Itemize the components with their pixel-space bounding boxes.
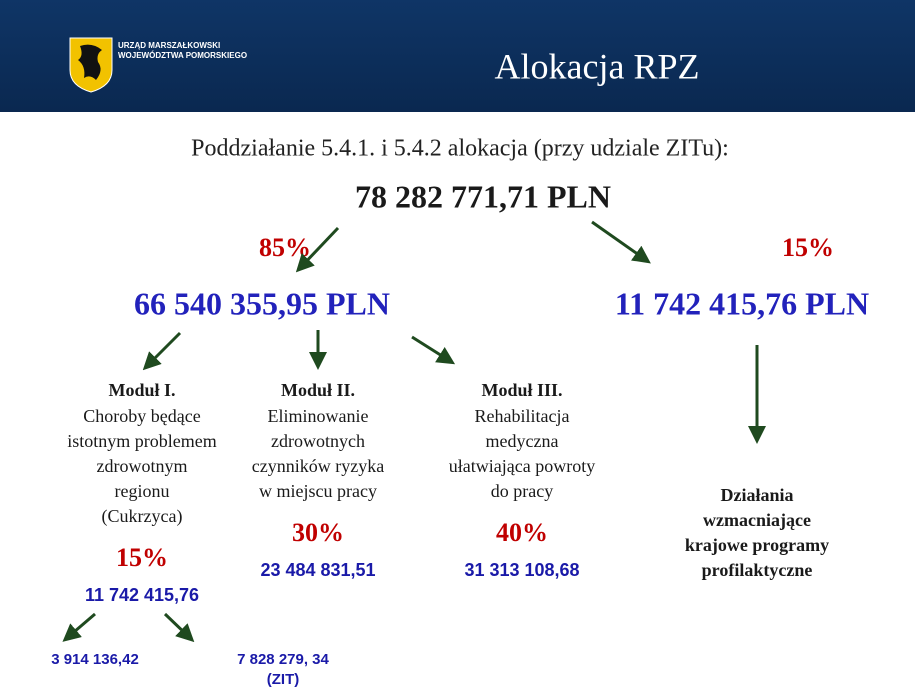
module-text: regionu [115, 481, 170, 501]
module-text: ułatwiająca powroty [449, 456, 595, 476]
amount: 11 742 415,76 [85, 585, 199, 605]
percent: 85% [259, 233, 311, 262]
module-title: Moduł III. [481, 380, 562, 400]
amount: 11 742 415,76 PLN [615, 285, 869, 321]
description: profilaktyczne [702, 560, 813, 580]
percent: 30% [292, 518, 344, 547]
module-text: zdrowotnym [97, 456, 188, 476]
module-text: medyczna [486, 431, 559, 451]
module-text: (Cukrzyca) [102, 506, 183, 527]
module-text: istotnym problemem [67, 431, 216, 451]
description: Działania [720, 485, 793, 505]
module-text: Choroby będące [83, 406, 200, 426]
slide-title: Alokacja RPZ [495, 46, 700, 86]
module-text: Eliminowanie [268, 406, 369, 426]
module-text: do pracy [491, 481, 553, 501]
sub-amount: (ZIT) [267, 671, 299, 688]
module-title: Moduł I. [108, 380, 175, 400]
org-name: WOJEWÓDZTWA POMORSKIEGO [118, 51, 247, 60]
description: wzmacniające [703, 510, 811, 530]
logo [69, 37, 113, 93]
module-text: Rehabilitacja [475, 406, 570, 426]
percent: 15% [782, 233, 834, 262]
amount: 66 540 355,95 PLN [134, 285, 390, 321]
percent: 40% [496, 518, 548, 547]
amount: 31 313 108,68 [464, 560, 579, 580]
module-title: Moduł II. [281, 380, 355, 400]
sub-amount: 3 914 136,42 [51, 651, 139, 668]
total: 78 282 771,71 PLN [355, 178, 611, 214]
sub-amount: 7 828 279, 34 [237, 651, 329, 668]
subtitle: Poddziałanie 5.4.1. i 5.4.2 alokacja (pr… [191, 136, 729, 162]
amount: 23 484 831,51 [260, 560, 375, 580]
org-name: URZĄD MARSZAŁKOWSKI [118, 41, 220, 50]
percent: 15% [116, 543, 168, 572]
module-text: zdrowotnych [271, 431, 365, 451]
arrows [62, 220, 766, 643]
module-text: w miejscu pracy [259, 481, 377, 501]
description: krajowe programy [685, 535, 829, 555]
header-band [0, 0, 915, 112]
module-text: czynników ryzyka [252, 456, 384, 476]
